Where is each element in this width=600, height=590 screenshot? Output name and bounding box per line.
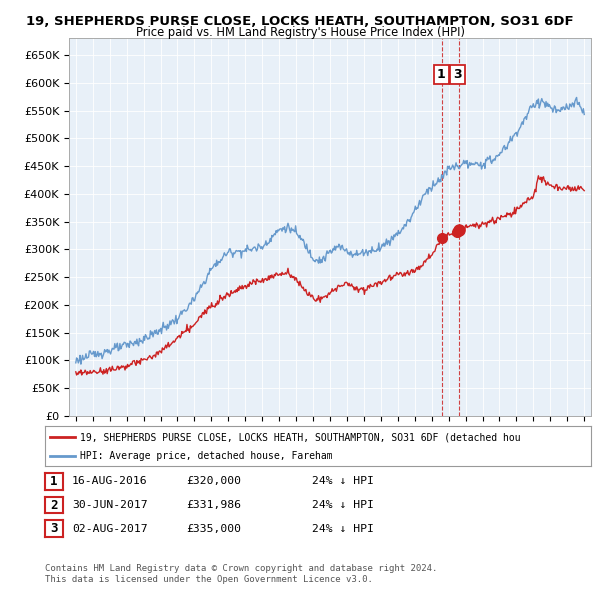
Text: 3: 3 xyxy=(453,68,462,81)
Text: 16-AUG-2016: 16-AUG-2016 xyxy=(72,477,148,486)
Text: 1: 1 xyxy=(437,68,445,81)
Text: 3: 3 xyxy=(50,522,58,535)
Text: 24% ↓ HPI: 24% ↓ HPI xyxy=(312,524,374,533)
Text: This data is licensed under the Open Government Licence v3.0.: This data is licensed under the Open Gov… xyxy=(45,575,373,584)
Text: 2: 2 xyxy=(50,499,58,512)
Text: 19, SHEPHERDS PURSE CLOSE, LOCKS HEATH, SOUTHAMPTON, SO31 6DF: 19, SHEPHERDS PURSE CLOSE, LOCKS HEATH, … xyxy=(26,15,574,28)
Text: 1: 1 xyxy=(50,475,58,488)
Text: £331,986: £331,986 xyxy=(186,500,241,510)
Text: £320,000: £320,000 xyxy=(186,477,241,486)
Text: 24% ↓ HPI: 24% ↓ HPI xyxy=(312,500,374,510)
Text: 24% ↓ HPI: 24% ↓ HPI xyxy=(312,477,374,486)
Text: 02-AUG-2017: 02-AUG-2017 xyxy=(72,524,148,533)
Text: £335,000: £335,000 xyxy=(186,524,241,533)
Text: 30-JUN-2017: 30-JUN-2017 xyxy=(72,500,148,510)
Text: HPI: Average price, detached house, Fareham: HPI: Average price, detached house, Fare… xyxy=(80,451,333,461)
Text: 19, SHEPHERDS PURSE CLOSE, LOCKS HEATH, SOUTHAMPTON, SO31 6DF (detached hou: 19, SHEPHERDS PURSE CLOSE, LOCKS HEATH, … xyxy=(80,432,521,442)
Text: Price paid vs. HM Land Registry's House Price Index (HPI): Price paid vs. HM Land Registry's House … xyxy=(136,26,464,39)
Text: Contains HM Land Registry data © Crown copyright and database right 2024.: Contains HM Land Registry data © Crown c… xyxy=(45,565,437,573)
